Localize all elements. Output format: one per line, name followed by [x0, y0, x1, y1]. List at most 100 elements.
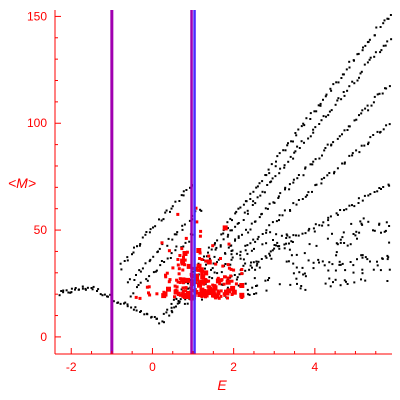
black-point [346, 244, 349, 247]
black-point [367, 109, 370, 112]
black-point [148, 231, 151, 234]
black-point [213, 243, 216, 246]
red-point [180, 247, 184, 251]
black-point [300, 125, 303, 128]
black-point [182, 194, 185, 197]
black-point [309, 112, 312, 115]
black-point [175, 245, 178, 248]
black-point [138, 244, 141, 247]
black-point [101, 294, 104, 297]
black-point [135, 274, 137, 276]
black-point [246, 244, 249, 247]
black-point [237, 236, 240, 239]
black-point [185, 189, 188, 191]
black-point [289, 283, 292, 286]
black-point [278, 172, 281, 175]
black-point [258, 216, 261, 219]
black-point [348, 204, 351, 207]
black-point [214, 248, 217, 251]
red-point [197, 282, 202, 288]
red-point [229, 267, 233, 271]
black-point [328, 261, 331, 264]
black-point [305, 117, 308, 120]
black-point [92, 285, 95, 288]
black-point [327, 216, 330, 219]
black-point [346, 283, 349, 285]
red-point [194, 275, 198, 278]
red-point [222, 282, 226, 286]
black-point [386, 280, 389, 282]
red-point [198, 251, 202, 255]
black-point [381, 92, 384, 95]
black-point [364, 107, 367, 110]
black-point [288, 236, 291, 239]
black-point [271, 221, 274, 224]
red-point [182, 251, 188, 256]
black-point [378, 187, 381, 189]
black-point [207, 246, 210, 249]
black-point [86, 286, 89, 289]
black-point [384, 44, 387, 47]
black-point [343, 242, 346, 244]
black-point [283, 247, 286, 250]
red-point [226, 276, 230, 280]
black-point [317, 258, 320, 261]
red-point [171, 266, 175, 270]
black-point [380, 49, 383, 52]
black-point [304, 166, 307, 169]
black-point [126, 259, 129, 262]
black-point [181, 224, 184, 227]
black-point [281, 214, 284, 217]
black-point [165, 311, 168, 314]
black-point [322, 221, 325, 224]
red-point [199, 287, 205, 293]
black-point [279, 192, 282, 195]
red-point [200, 258, 204, 261]
black-point [134, 306, 137, 309]
black-point [178, 300, 181, 303]
black-point [162, 218, 165, 221]
black-point [367, 220, 370, 223]
black-point [229, 229, 232, 232]
black-point [141, 236, 144, 239]
black-point [313, 110, 316, 113]
black-point [312, 261, 315, 264]
black-point [390, 38, 393, 41]
black-point [336, 243, 339, 246]
black-point [342, 73, 345, 76]
black-point [208, 276, 211, 279]
black-point [265, 174, 268, 177]
black-point [330, 89, 333, 92]
black-point [387, 17, 390, 20]
red-point [181, 279, 185, 283]
black-point [318, 123, 321, 125]
black-point [351, 152, 354, 155]
black-point [273, 244, 276, 246]
black-point [216, 272, 219, 275]
black-point [273, 201, 276, 204]
black-point [203, 255, 205, 258]
black-point [257, 235, 260, 238]
red-point [224, 289, 227, 293]
black-point [237, 284, 240, 287]
black-point [314, 158, 317, 161]
black-point [357, 197, 360, 200]
red-point [178, 277, 182, 281]
black-point [144, 233, 147, 236]
black-point [303, 141, 305, 144]
black-point [351, 154, 354, 157]
black-point [312, 267, 315, 270]
black-point [153, 316, 156, 318]
black-point [246, 209, 249, 212]
black-point [200, 209, 203, 212]
black-point [295, 203, 298, 206]
red-point [195, 220, 199, 224]
black-point [182, 190, 185, 193]
black-point [361, 254, 364, 257]
black-point [275, 244, 277, 247]
black-point [150, 316, 153, 319]
black-point [329, 215, 332, 218]
red-point [230, 279, 234, 283]
red-point [207, 290, 213, 296]
black-point [288, 183, 291, 186]
